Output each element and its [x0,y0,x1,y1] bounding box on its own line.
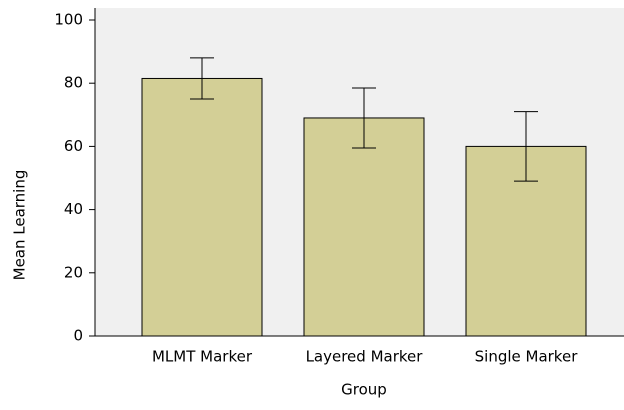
error-bar [514,111,538,182]
error-bar [190,57,214,100]
y-axis-label: Mean Learning [11,170,29,281]
bar [141,77,263,337]
bar [303,117,425,337]
x-axis-label: Group [341,381,387,399]
x-tick-label: MLMT Marker [152,348,253,366]
y-tick-label: 40 [64,200,83,218]
error-bar [352,87,376,149]
y-tick-label: 80 [64,74,83,92]
y-tick-label: 0 [73,327,83,345]
x-tick-label: Single Marker [475,348,579,366]
y-tick-label: 60 [64,137,83,155]
x-tick-label: Layered Marker [306,348,424,366]
y-tick-label: 100 [54,11,83,29]
y-tick-label: 20 [64,263,83,281]
